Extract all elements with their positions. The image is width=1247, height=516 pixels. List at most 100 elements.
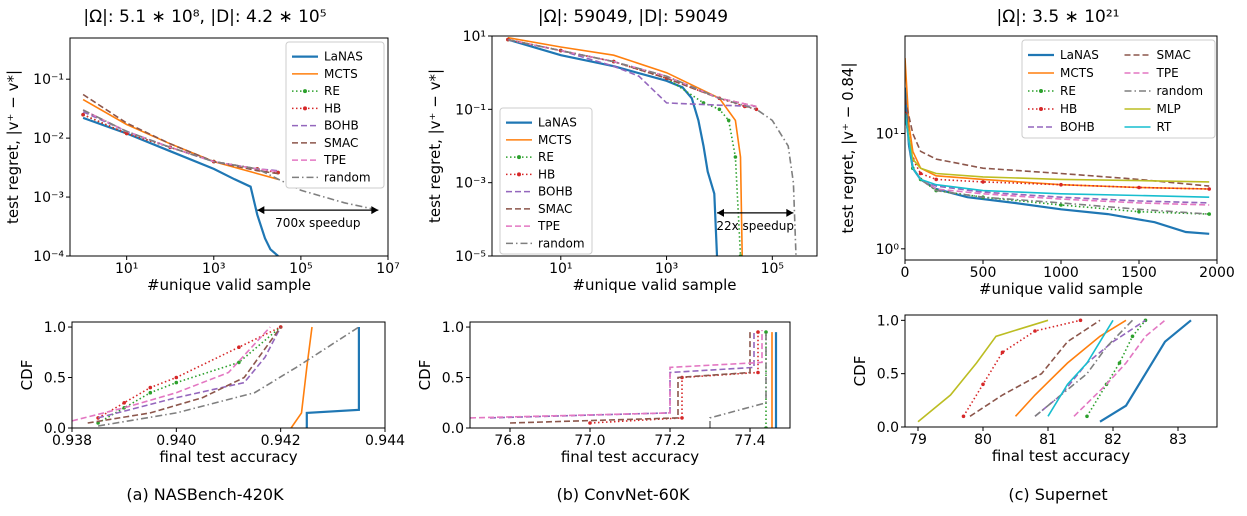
series-group [905, 58, 1211, 235]
y-tick-label: 10¹ [463, 29, 486, 45]
series-point-hb [148, 385, 153, 390]
x-axis-label: final test accuracy [992, 447, 1130, 465]
series-point-hb [934, 177, 938, 182]
series-point-hb [756, 330, 760, 334]
x-tick-label: 2000 [1199, 265, 1235, 281]
legend-marker-re [303, 89, 307, 94]
legend-label-hb: HB [538, 167, 555, 181]
legend-label-tpe: TPE [1156, 66, 1179, 80]
series-point-hb [981, 382, 985, 387]
series-line-hb [589, 332, 759, 424]
legend-label-mcts: MCTS [538, 133, 572, 147]
series-point-hb [1137, 185, 1141, 190]
series-point-re [237, 360, 241, 365]
series-point-hb [81, 112, 85, 117]
y-tick-label: 10⁻² [33, 131, 64, 147]
legend-label-re: RE [324, 84, 340, 98]
series-point-re [1130, 334, 1135, 339]
y-tick-label: 1.0 [44, 320, 66, 336]
series-line-tpe [82, 109, 279, 173]
x-axis-label: #unique valid sample [572, 276, 736, 294]
series-line-lanas [1099, 319, 1192, 423]
series-line-mcts [82, 98, 279, 181]
series-line-hb [82, 113, 279, 174]
legend-marker-hb [1039, 107, 1043, 111]
x-tick-label: 0.940 [156, 433, 196, 449]
legend-label-re: RE [538, 150, 554, 164]
speedup-arrowhead-right [786, 208, 794, 217]
x-tick-label: 10³ [655, 261, 678, 277]
series-line-smac [969, 319, 1101, 417]
speedup-label: 700x speedup [275, 216, 360, 230]
axes-frame [491, 35, 818, 257]
x-tick-label: 0.942 [261, 433, 301, 449]
legend-label-random: random [1157, 84, 1204, 98]
x-axis-label: #unique valid sample [979, 280, 1143, 298]
series-point-re [726, 118, 731, 123]
x-axis-label: final test accuracy [159, 448, 297, 466]
series-line-hb [962, 319, 1081, 417]
series-point-hb [756, 370, 760, 375]
plot-a-bottom: 0.938 0.940 0.942 0.944 0.0 0.5 1.0 final test … [18, 320, 405, 466]
series-line-random [709, 332, 767, 428]
x-tick-label: 76.8 [494, 433, 525, 449]
series-line-re [82, 113, 279, 174]
x-tick-label: 83 [1169, 432, 1187, 448]
series-line-bohb [82, 111, 279, 172]
series-line-random [1034, 319, 1134, 417]
legend-marker-hb [517, 172, 521, 177]
x-tick-label: 10⁵ [289, 261, 312, 277]
y-tick-label: 10⁻⁴ [33, 249, 64, 265]
x-tick-label: 10⁵ [761, 261, 784, 277]
series-point-hb [680, 416, 684, 420]
y-tick-label: 0.5 [44, 371, 66, 387]
caption-c: (c) Supernet [1008, 485, 1107, 504]
speedup-arrowhead-right [371, 206, 379, 215]
series-group [72, 325, 360, 428]
series-group [506, 36, 797, 256]
x-tick-label: 79 [909, 432, 927, 448]
series-point-hb [122, 401, 126, 405]
y-tick-label: 10⁻¹ [33, 72, 64, 88]
legend-label-hb: HB [1060, 102, 1077, 116]
series-point-hb [1059, 182, 1063, 187]
series-line-mcts [507, 36, 743, 256]
series-line-re [1086, 319, 1147, 417]
legend-label-smac: SMAC [324, 136, 358, 150]
series-line-smac [87, 326, 282, 424]
y-axis-label: test regret, |v⁺ − 0.84| [839, 62, 857, 233]
x-tick-label: 0 [901, 265, 910, 281]
y-tick-label: 10¹ [876, 126, 899, 142]
x-tick-label: 80 [974, 432, 992, 448]
caption-b: (b) ConvNet-60K [556, 485, 690, 504]
series-line-random [82, 109, 379, 211]
plot-b-bottom: 76.8 77.0 77.2 77.4 0.0 0.5 1.0 final test accu… [416, 320, 791, 466]
series-line-smac [509, 330, 751, 424]
chart-title: |Ω|: 59049, |D|: 59049 [538, 7, 728, 27]
axes-frame [69, 37, 389, 257]
series-point-hb [961, 414, 966, 419]
legend-box [285, 41, 385, 189]
series-point-hb [1207, 187, 1211, 191]
speedup-arrowhead-left [717, 208, 725, 217]
plot-c-top: |Ω|: 3.5 ∗ 10²¹ 0 500 1000 1500 2000 10⁰ 10¹ #un… [839, 7, 1235, 298]
x-tick-label: 0.938 [52, 433, 92, 449]
series-point-hb [588, 421, 592, 425]
series-line-lanas [305, 327, 360, 428]
series-line-random [97, 326, 360, 427]
y-tick-label: 10⁻¹ [455, 102, 486, 118]
legend-marker-re [517, 155, 521, 160]
series-line-tpe [1073, 319, 1166, 417]
series-point-re [1059, 203, 1063, 207]
series-point-hb [1078, 318, 1083, 323]
legend-label-tpe: TPE [323, 153, 346, 167]
y-axis-label: CDF [851, 356, 869, 387]
x-tick-label: 77.4 [734, 433, 765, 449]
x-tick-label: 82 [1104, 432, 1122, 448]
series-group [81, 93, 379, 256]
series-line-hb [97, 326, 282, 419]
series-line-bohb [489, 330, 755, 419]
axes-frame [71, 321, 386, 429]
series-line-mcts [1014, 319, 1127, 417]
plot-a-top: |Ω|: 5.1 ∗ 10⁸, |D|: 4.2 ∗ 10⁵ 10¹ 10³ 10⁵ 1… [4, 7, 400, 294]
